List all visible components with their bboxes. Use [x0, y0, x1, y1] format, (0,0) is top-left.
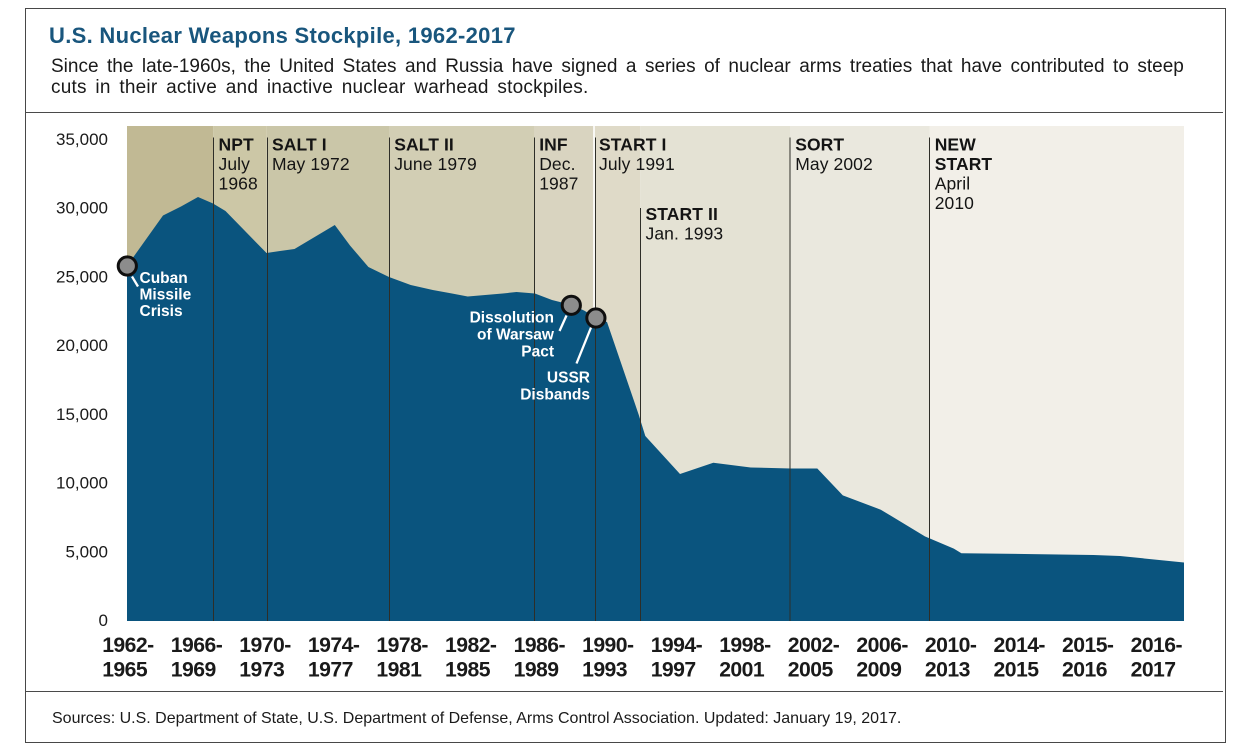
svg-text:1974-: 1974-: [308, 634, 360, 657]
svg-text:Jan. 1993: Jan. 1993: [646, 223, 724, 243]
svg-text:1978-: 1978-: [376, 634, 428, 657]
svg-text:1965: 1965: [102, 659, 148, 682]
svg-text:Disbands: Disbands: [520, 386, 590, 403]
svg-text:2010: 2010: [935, 193, 974, 213]
svg-text:INF: INF: [539, 134, 568, 154]
svg-text:2005: 2005: [788, 659, 834, 682]
svg-text:Missile: Missile: [140, 287, 192, 304]
svg-text:May 2002: May 2002: [795, 154, 873, 174]
svg-text:Pact: Pact: [521, 344, 554, 361]
svg-text:1982-: 1982-: [445, 634, 497, 657]
svg-text:1973: 1973: [239, 659, 285, 682]
svg-text:START I: START I: [599, 134, 666, 154]
svg-text:NEW: NEW: [935, 134, 977, 154]
svg-text:1962-: 1962-: [102, 634, 154, 657]
svg-text:SALT I: SALT I: [272, 134, 327, 154]
svg-text:1989: 1989: [514, 659, 559, 682]
svg-text:20,000: 20,000: [56, 336, 108, 355]
svg-text:July: July: [219, 154, 251, 174]
svg-text:35,000: 35,000: [56, 130, 108, 149]
svg-text:10,000: 10,000: [56, 474, 108, 493]
svg-text:NPT: NPT: [219, 134, 255, 154]
svg-text:1966-: 1966-: [171, 634, 223, 657]
svg-text:Dissolution: Dissolution: [470, 310, 554, 327]
svg-text:of Warsaw: of Warsaw: [477, 327, 555, 344]
svg-text:2015: 2015: [994, 659, 1040, 682]
svg-text:2016-: 2016-: [1131, 634, 1183, 657]
svg-text:5,000: 5,000: [65, 542, 108, 561]
svg-text:May 1972: May 1972: [272, 154, 350, 174]
svg-text:SORT: SORT: [795, 134, 844, 154]
svg-text:July 1991: July 1991: [599, 154, 675, 174]
svg-text:2017: 2017: [1131, 659, 1176, 682]
svg-text:30,000: 30,000: [56, 199, 108, 218]
svg-text:1985: 1985: [445, 659, 491, 682]
svg-text:1981: 1981: [376, 659, 422, 682]
svg-text:1994-: 1994-: [651, 634, 703, 657]
svg-text:1997: 1997: [651, 659, 696, 682]
svg-text:START II: START II: [646, 204, 718, 224]
svg-text:1998-: 1998-: [719, 634, 771, 657]
svg-text:2010-: 2010-: [925, 634, 977, 657]
svg-text:25,000: 25,000: [56, 267, 108, 286]
svg-text:2015-: 2015-: [1062, 634, 1114, 657]
svg-text:2009: 2009: [856, 659, 901, 682]
svg-text:1970-: 1970-: [239, 634, 291, 657]
svg-text:Crisis: Crisis: [140, 303, 183, 320]
svg-text:2002-: 2002-: [788, 634, 840, 657]
svg-text:April: April: [935, 174, 971, 194]
svg-text:START: START: [935, 154, 993, 174]
svg-text:2001: 2001: [719, 659, 765, 682]
svg-text:1986-: 1986-: [514, 634, 566, 657]
svg-text:1990-: 1990-: [582, 634, 634, 657]
svg-text:2016: 2016: [1062, 659, 1108, 682]
svg-text:Cuban: Cuban: [140, 270, 188, 287]
svg-text:2013: 2013: [925, 659, 971, 682]
svg-text:2006-: 2006-: [856, 634, 908, 657]
svg-text:USSR: USSR: [547, 369, 590, 386]
svg-text:1977: 1977: [308, 659, 353, 682]
svg-text:0: 0: [99, 611, 108, 630]
svg-text:1968: 1968: [219, 174, 258, 194]
svg-text:15,000: 15,000: [56, 405, 108, 424]
svg-text:Dec.: Dec.: [539, 154, 575, 174]
svg-text:SALT II: SALT II: [394, 134, 454, 154]
svg-text:June 1979: June 1979: [394, 154, 477, 174]
svg-text:1969: 1969: [171, 659, 216, 682]
svg-text:2014-: 2014-: [994, 634, 1046, 657]
svg-text:1987: 1987: [539, 174, 578, 194]
svg-text:1993: 1993: [582, 659, 628, 682]
